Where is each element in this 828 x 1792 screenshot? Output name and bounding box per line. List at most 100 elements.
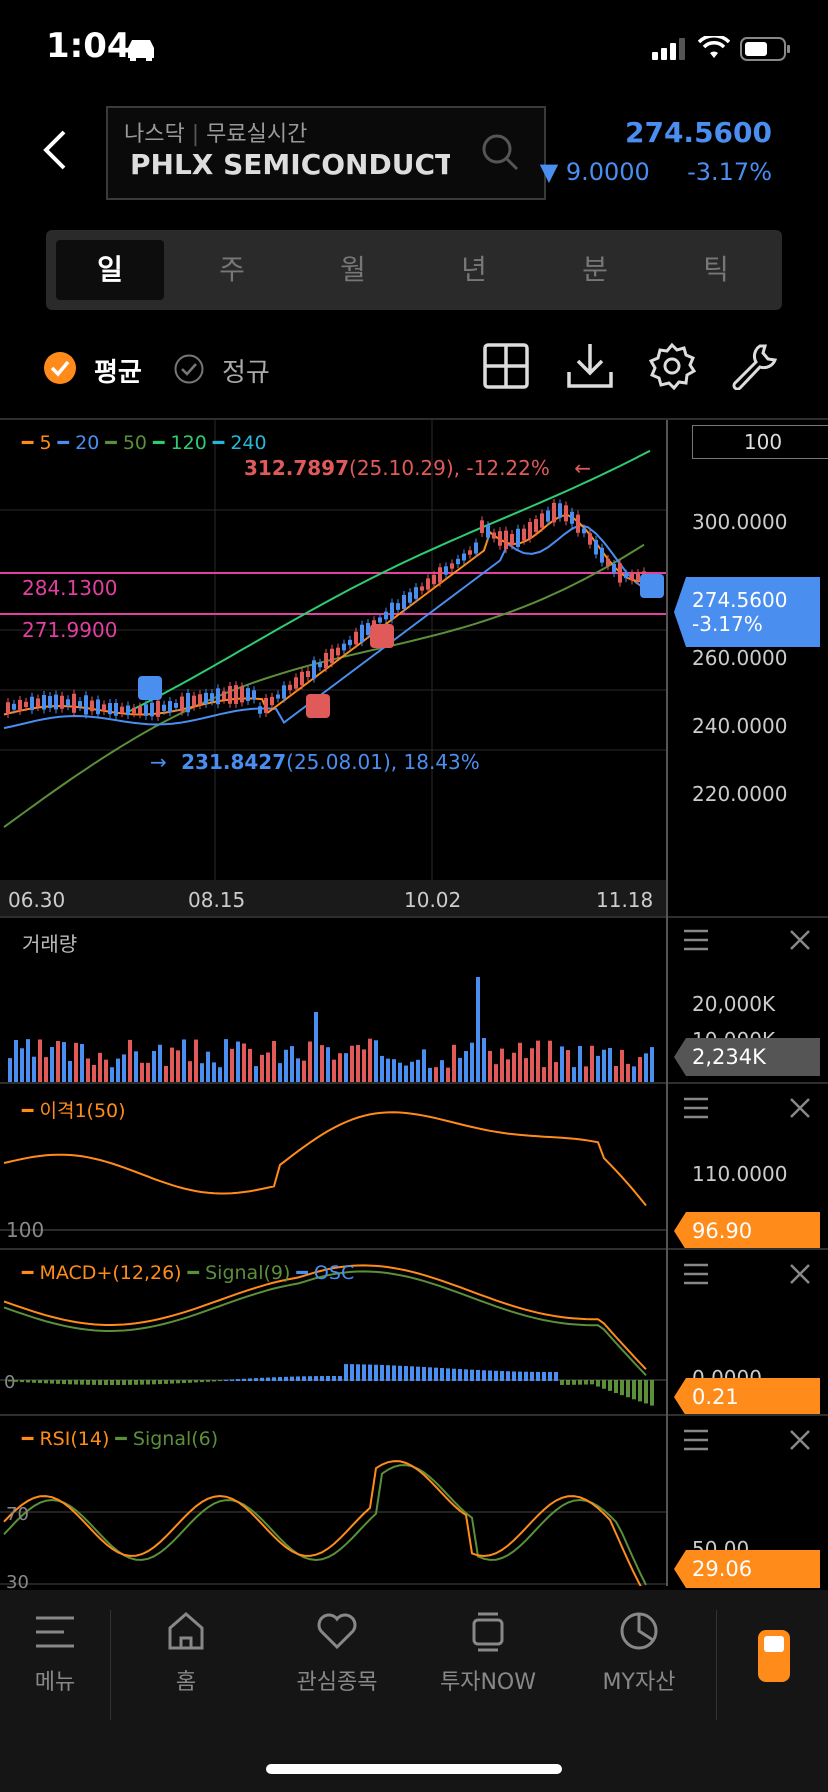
price-chart[interactable]	[0, 420, 828, 918]
heart-icon[interactable]	[316, 1612, 358, 1650]
osc-bar	[320, 1376, 324, 1381]
volume-bar	[296, 1058, 300, 1082]
download-icon[interactable]	[566, 342, 614, 390]
candle	[234, 685, 238, 704]
average-option[interactable]: 평균	[94, 358, 142, 388]
tab-year[interactable]: 년	[461, 253, 487, 286]
volume-menu-icon[interactable]	[682, 928, 710, 952]
candle	[438, 567, 442, 583]
home-icon[interactable]	[166, 1610, 206, 1652]
rsi-close-icon[interactable]	[788, 1428, 812, 1452]
rsi-menu-icon[interactable]	[682, 1428, 710, 1452]
volume-bar	[482, 1038, 486, 1082]
volume-bar	[452, 1044, 456, 1082]
nav-divider-right	[716, 1610, 717, 1720]
rsi-signal-line	[3, 1464, 647, 1586]
disparity-close-icon[interactable]	[788, 1096, 812, 1120]
regular-option[interactable]: 정규	[222, 358, 270, 388]
disparity-badge-bg	[674, 1212, 820, 1250]
osc-bar	[248, 1378, 252, 1381]
back-icon[interactable]	[40, 128, 70, 172]
change-percent: -3.17%	[687, 158, 772, 186]
osc-bar	[20, 1380, 24, 1383]
nav-menu[interactable]: 메뉴	[34, 1670, 76, 1695]
macd-osc-label: OSC	[313, 1262, 355, 1284]
nav-home[interactable]: 홈	[175, 1670, 197, 1695]
volume-bar	[134, 1051, 138, 1082]
osc-bar	[416, 1366, 420, 1381]
osc-bar	[122, 1380, 126, 1385]
osc-bar	[110, 1380, 114, 1385]
tab-minute[interactable]: 분	[582, 253, 608, 286]
osc-bar	[434, 1367, 438, 1381]
settings-icon[interactable]	[648, 342, 696, 390]
volume-bar	[86, 1058, 90, 1082]
candle	[222, 691, 226, 700]
line-label-lower: 271.9900	[22, 618, 118, 642]
volume-bar	[128, 1039, 132, 1082]
candle	[570, 511, 574, 524]
nav-my-assets[interactable]: MY자산	[602, 1670, 676, 1695]
osc-bar	[224, 1379, 228, 1381]
volume-bar	[170, 1047, 174, 1082]
volume-bar	[644, 1053, 648, 1082]
disparity-chart[interactable]	[0, 1084, 668, 1248]
macd-badge-bg	[674, 1378, 820, 1416]
candle	[66, 699, 70, 707]
osc-bar	[356, 1364, 360, 1381]
volume-bar	[602, 1049, 606, 1082]
macd-close-icon[interactable]	[788, 1262, 812, 1286]
candle	[132, 707, 136, 714]
zoom-box[interactable]: 100	[692, 425, 828, 459]
osc-bar	[134, 1380, 138, 1385]
candle	[126, 705, 130, 716]
candle	[162, 704, 166, 711]
volume-bar	[368, 1038, 372, 1082]
candle	[78, 701, 82, 708]
tab-tick[interactable]: 틱	[703, 253, 729, 286]
volume-close-icon[interactable]	[788, 928, 812, 952]
tab-day[interactable]: 일	[56, 240, 164, 300]
average-check-icon[interactable]	[44, 352, 76, 384]
nav-invest-now[interactable]: 투자NOW	[439, 1670, 536, 1695]
wrench-icon[interactable]	[730, 342, 778, 390]
disparity-menu-icon[interactable]	[682, 1096, 710, 1120]
grid-icon[interactable]	[482, 342, 530, 390]
volume-bar	[488, 1050, 492, 1082]
symbol-search[interactable]: 나스닥 | 무료실시간 PHLX SEMICONDUCT	[106, 106, 546, 200]
osc-bar	[452, 1368, 456, 1381]
volume-bar	[164, 1065, 168, 1082]
volume-bar	[176, 1050, 180, 1082]
candle	[444, 566, 448, 575]
macd-menu-icon[interactable]	[682, 1262, 710, 1286]
volume-badge-bg	[674, 1038, 820, 1076]
osc-bar	[428, 1367, 432, 1381]
tab-week[interactable]: 주	[219, 253, 245, 286]
osc-bar	[614, 1380, 618, 1394]
osc-bar	[566, 1380, 570, 1385]
osc-bar	[638, 1380, 642, 1402]
volume-bar	[158, 1044, 162, 1082]
pie-chart-icon[interactable]	[618, 1610, 660, 1652]
volume-bar	[38, 1039, 42, 1082]
osc-bar	[596, 1380, 600, 1387]
tab-month[interactable]: 월	[340, 253, 366, 286]
symbol-name: PHLX SEMICONDUCT	[130, 148, 450, 181]
volume-chart[interactable]	[0, 918, 668, 1082]
stack-icon[interactable]	[468, 1610, 508, 1652]
search-icon[interactable]	[480, 132, 520, 172]
regular-check-icon[interactable]	[174, 354, 204, 384]
volume-bar	[308, 1041, 312, 1082]
osc-bar	[440, 1368, 444, 1381]
app-switch-icon[interactable]	[756, 1628, 792, 1684]
candle	[264, 698, 268, 713]
volume-bar	[410, 1061, 414, 1082]
macd-chart[interactable]	[0, 1250, 668, 1414]
nav-watchlist[interactable]: 관심종목	[296, 1670, 378, 1695]
volume-bar	[8, 1058, 12, 1082]
menu-icon[interactable]	[34, 1614, 76, 1650]
volume-bar	[356, 1044, 360, 1082]
volume-bar	[266, 1052, 270, 1082]
rsi-chart[interactable]	[0, 1416, 668, 1586]
candle	[300, 671, 304, 686]
